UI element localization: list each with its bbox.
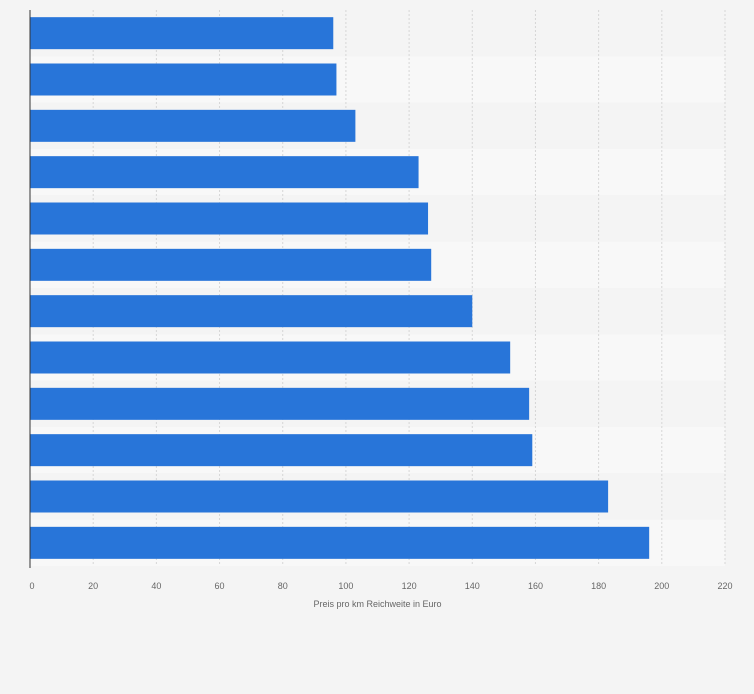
x-tick-label: 180 xyxy=(591,581,606,591)
bar xyxy=(30,248,432,281)
bar xyxy=(30,63,337,96)
x-tick-label: 160 xyxy=(528,581,543,591)
x-tick-label: 140 xyxy=(465,581,480,591)
x-tick-label: 0 xyxy=(29,581,34,591)
x-tick-label: 200 xyxy=(654,581,669,591)
x-axis-label: Preis pro km Reichweite in Euro xyxy=(313,599,441,609)
bars xyxy=(30,17,650,559)
bar xyxy=(30,341,511,374)
bar xyxy=(30,526,650,559)
x-tick-label: 80 xyxy=(278,581,288,591)
bar xyxy=(30,156,419,189)
x-tick-label: 20 xyxy=(88,581,98,591)
x-tick-label: 220 xyxy=(717,581,732,591)
bar xyxy=(30,17,334,50)
bar xyxy=(30,109,356,142)
bar xyxy=(30,295,473,328)
bar xyxy=(30,434,533,467)
gridlines xyxy=(92,10,726,566)
bar xyxy=(30,387,530,420)
x-tick-label: 60 xyxy=(215,581,225,591)
x-tick-label: 100 xyxy=(338,581,353,591)
x-tick-label: 120 xyxy=(402,581,417,591)
bar xyxy=(30,480,609,513)
bar xyxy=(30,202,429,235)
x-tick-label: 40 xyxy=(151,581,161,591)
x-tick-labels: 0 20 40 60 80 100 120 140 160 180 200 220 xyxy=(29,581,732,591)
